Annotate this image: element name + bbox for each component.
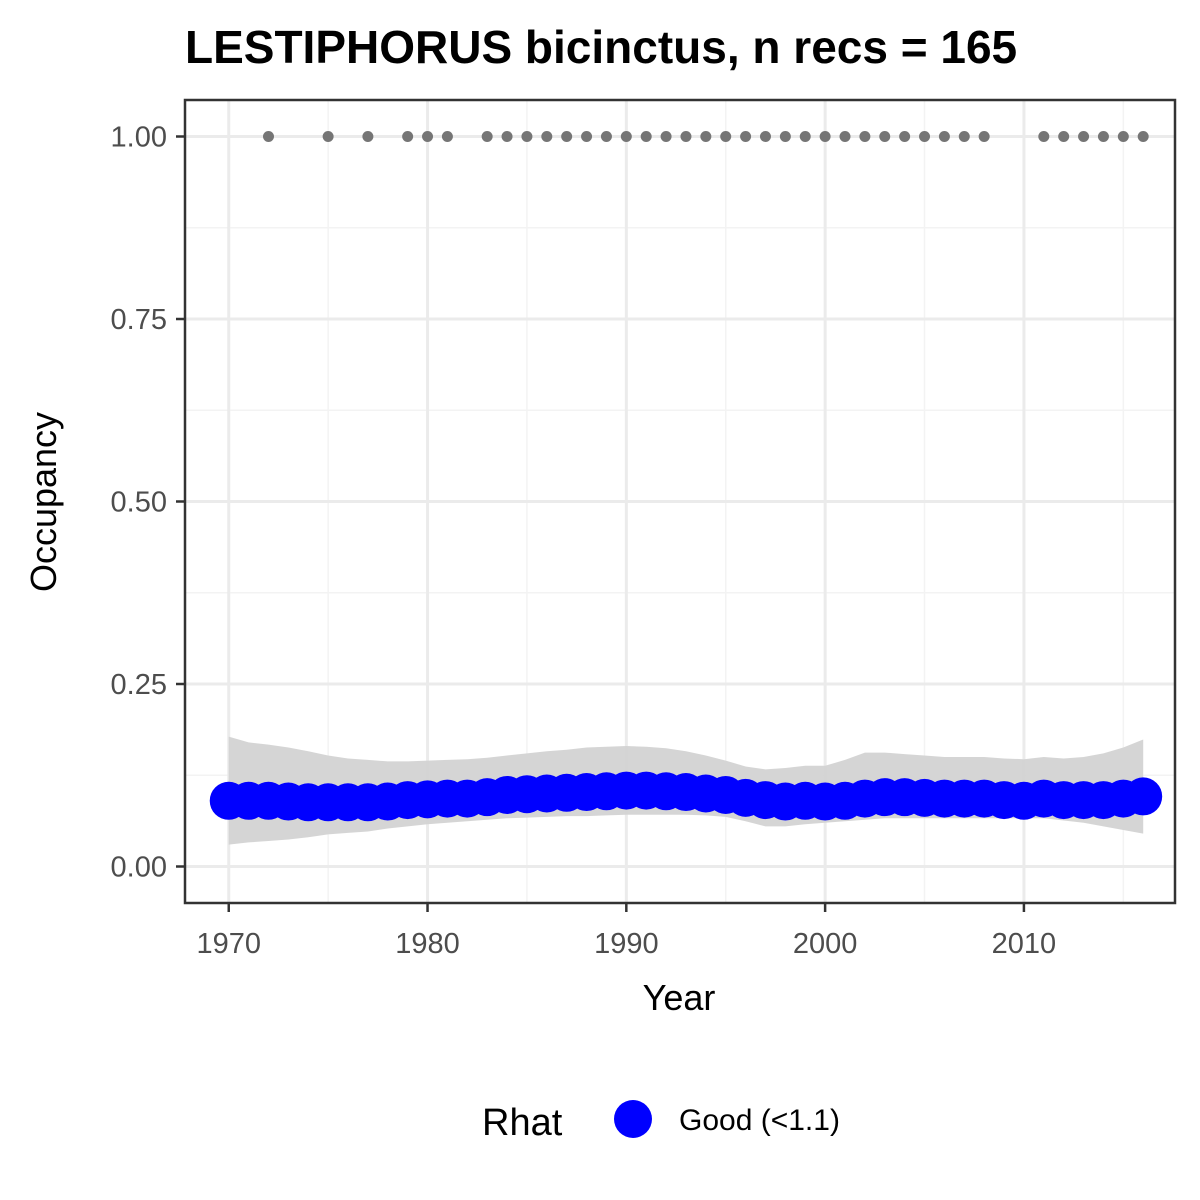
record-point	[1058, 131, 1070, 142]
record-point	[1117, 131, 1129, 142]
record-point	[839, 131, 851, 142]
occupancy-point	[1124, 777, 1163, 816]
record-point	[422, 131, 434, 142]
record-point	[362, 131, 374, 142]
record-point	[1097, 131, 1109, 142]
record-point	[958, 131, 970, 142]
y-tick-label: 0.00	[111, 852, 167, 884]
grid	[185, 100, 1175, 903]
y-axis: 0.00 0.25 0.50 0.75 1.00	[111, 122, 185, 884]
record-point	[262, 131, 274, 142]
x-tick-label: 1980	[395, 928, 460, 960]
record-point	[700, 131, 712, 142]
record-point	[561, 131, 573, 142]
record-point	[919, 131, 931, 142]
record-point	[978, 131, 990, 142]
y-tick-label: 0.50	[111, 487, 167, 519]
occupancy-points-layer	[209, 771, 1163, 822]
record-point	[1078, 131, 1090, 142]
y-tick-label: 1.00	[111, 122, 167, 154]
record-point	[521, 131, 533, 142]
record-point	[402, 131, 414, 142]
legend-label-good: Good (<1.1)	[679, 1104, 840, 1137]
y-tick-label: 0.25	[111, 669, 167, 701]
record-point	[859, 131, 871, 142]
record-point	[581, 131, 593, 142]
record-point	[759, 131, 771, 142]
record-point	[779, 131, 791, 142]
x-tick-label: 1970	[196, 928, 261, 960]
record-point	[899, 131, 911, 142]
record-point	[541, 131, 553, 142]
record-point	[720, 131, 732, 142]
record-point	[938, 131, 950, 142]
x-axis-title: Year	[643, 977, 716, 1018]
record-point	[1038, 131, 1050, 142]
x-tick-label: 1990	[594, 928, 659, 960]
y-tick-label: 0.75	[111, 304, 167, 336]
records-layer	[262, 131, 1149, 142]
record-point	[660, 131, 672, 142]
chart-title: LESTIPHORUS bicinctus, n recs = 165	[185, 21, 1017, 73]
record-point	[481, 131, 493, 142]
record-point	[799, 131, 811, 142]
record-point	[640, 131, 652, 142]
record-point	[680, 131, 692, 142]
record-point	[1137, 131, 1149, 142]
legend-title: Rhat	[482, 1102, 563, 1144]
x-tick-label: 2000	[793, 928, 858, 960]
record-point	[740, 131, 752, 142]
record-point	[879, 131, 891, 142]
record-point	[501, 131, 513, 142]
record-point	[441, 131, 453, 142]
record-point	[600, 131, 612, 142]
legend-key-good	[614, 1100, 652, 1138]
y-axis-title: Occupancy	[23, 412, 64, 592]
record-point	[819, 131, 831, 142]
x-axis: 1970 1980 1990 2000 2010	[196, 903, 1056, 960]
record-point	[322, 131, 334, 142]
x-tick-label: 2010	[992, 928, 1057, 960]
record-point	[620, 131, 632, 142]
legend: Rhat Good (<1.1)	[482, 1100, 840, 1144]
